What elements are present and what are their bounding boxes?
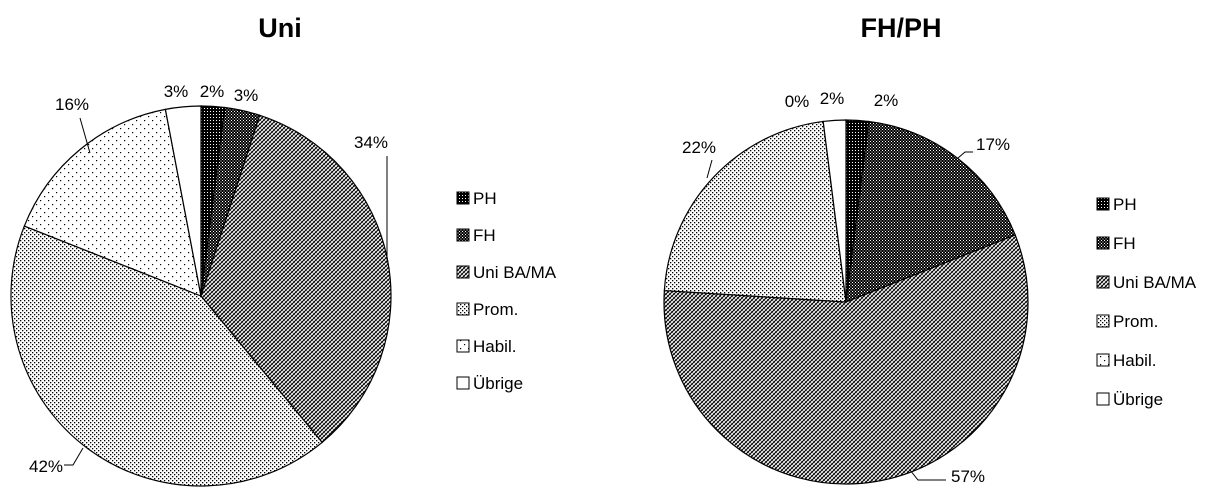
legend-item-ubrige: Übrige xyxy=(457,374,523,393)
data-label-ph: 2% xyxy=(200,82,225,101)
chart-title: Uni xyxy=(258,13,302,43)
data-label-habil: 0% xyxy=(785,92,810,111)
legend-label: PH xyxy=(473,189,497,208)
legend-label: PH xyxy=(1113,195,1137,214)
pie-fhph: 2% 17% 57% 22% 0% 2% xyxy=(664,89,1028,486)
legend-fhph: PH FH Uni BA/MA Prom. Habil. Übrige xyxy=(1097,195,1197,409)
legend-label: Übrige xyxy=(473,374,523,393)
legend-label: Uni BA/MA xyxy=(473,263,557,282)
legend-swatch xyxy=(1097,393,1109,405)
legend-swatch xyxy=(457,229,469,241)
legend-swatch xyxy=(457,192,469,204)
legend-item-ubrige: Übrige xyxy=(1097,390,1163,409)
legend-label: Habil. xyxy=(1113,351,1156,370)
legend-swatch xyxy=(457,377,469,389)
legend-label: Habil. xyxy=(473,337,516,356)
leader-line xyxy=(707,160,712,178)
data-label-uni-ba-ma: 57% xyxy=(951,467,985,486)
legend-label: Uni BA/MA xyxy=(1113,273,1197,292)
legend-label: FH xyxy=(473,226,496,245)
legend-label: FH xyxy=(1113,234,1136,253)
legend-swatch xyxy=(1097,276,1109,288)
legend-label: Prom. xyxy=(1113,312,1158,331)
data-label-uni-ba-ma: 34% xyxy=(354,133,388,152)
legend-swatch xyxy=(1097,354,1109,366)
legend-item-habil: Habil. xyxy=(1097,351,1156,370)
legend-item-prom: Prom. xyxy=(1097,312,1158,331)
legend-swatch xyxy=(1097,237,1109,249)
legend-swatch xyxy=(1097,315,1109,327)
chart-uni: Uni 2% 3% 34% 42% 16% 3% PH FH Uni BA/MA Prom. Ha… xyxy=(11,13,557,486)
pie-uni: 2% 3% 34% 42% 16% 3% xyxy=(11,82,391,486)
legend-swatch xyxy=(457,340,469,352)
chart-title: FH/PH xyxy=(861,13,942,43)
data-label-fh: 3% xyxy=(234,86,259,105)
data-label-fh: 17% xyxy=(976,135,1010,154)
legend-label: Übrige xyxy=(1113,390,1163,409)
data-label-ph: 2% xyxy=(874,91,899,110)
leader-line xyxy=(958,152,973,158)
legend-swatch xyxy=(1097,198,1109,210)
legend-swatch xyxy=(457,303,469,315)
chart-fhph: FH/PH 2% 17% 57% 22% 0% 2% PH FH Uni BA/MA Prom.… xyxy=(664,13,1197,486)
legend-item-habil: Habil. xyxy=(457,337,516,356)
data-label-ubrige: 2% xyxy=(820,89,845,108)
legend-item-fh: FH xyxy=(457,226,496,245)
leader-line xyxy=(64,448,83,465)
legend-item-uni-ba-ma: Uni BA/MA xyxy=(1097,273,1197,292)
legend-item-ph: PH xyxy=(1097,195,1137,214)
leader-line xyxy=(910,470,946,480)
legend-item-prom: Prom. xyxy=(457,300,518,319)
legend-item-ph: PH xyxy=(457,189,497,208)
legend-item-uni-ba-ma: Uni BA/MA xyxy=(457,263,557,282)
data-label-ubrige: 3% xyxy=(164,82,189,101)
legend-item-fh: FH xyxy=(1097,234,1136,253)
data-label-prom: 42% xyxy=(29,457,63,476)
data-label-habil: 16% xyxy=(55,95,89,114)
legend-uni: PH FH Uni BA/MA Prom. Habil. Übrige xyxy=(457,189,557,393)
legend-label: Prom. xyxy=(473,300,518,319)
data-label-prom: 22% xyxy=(682,138,716,157)
legend-swatch xyxy=(457,266,469,278)
